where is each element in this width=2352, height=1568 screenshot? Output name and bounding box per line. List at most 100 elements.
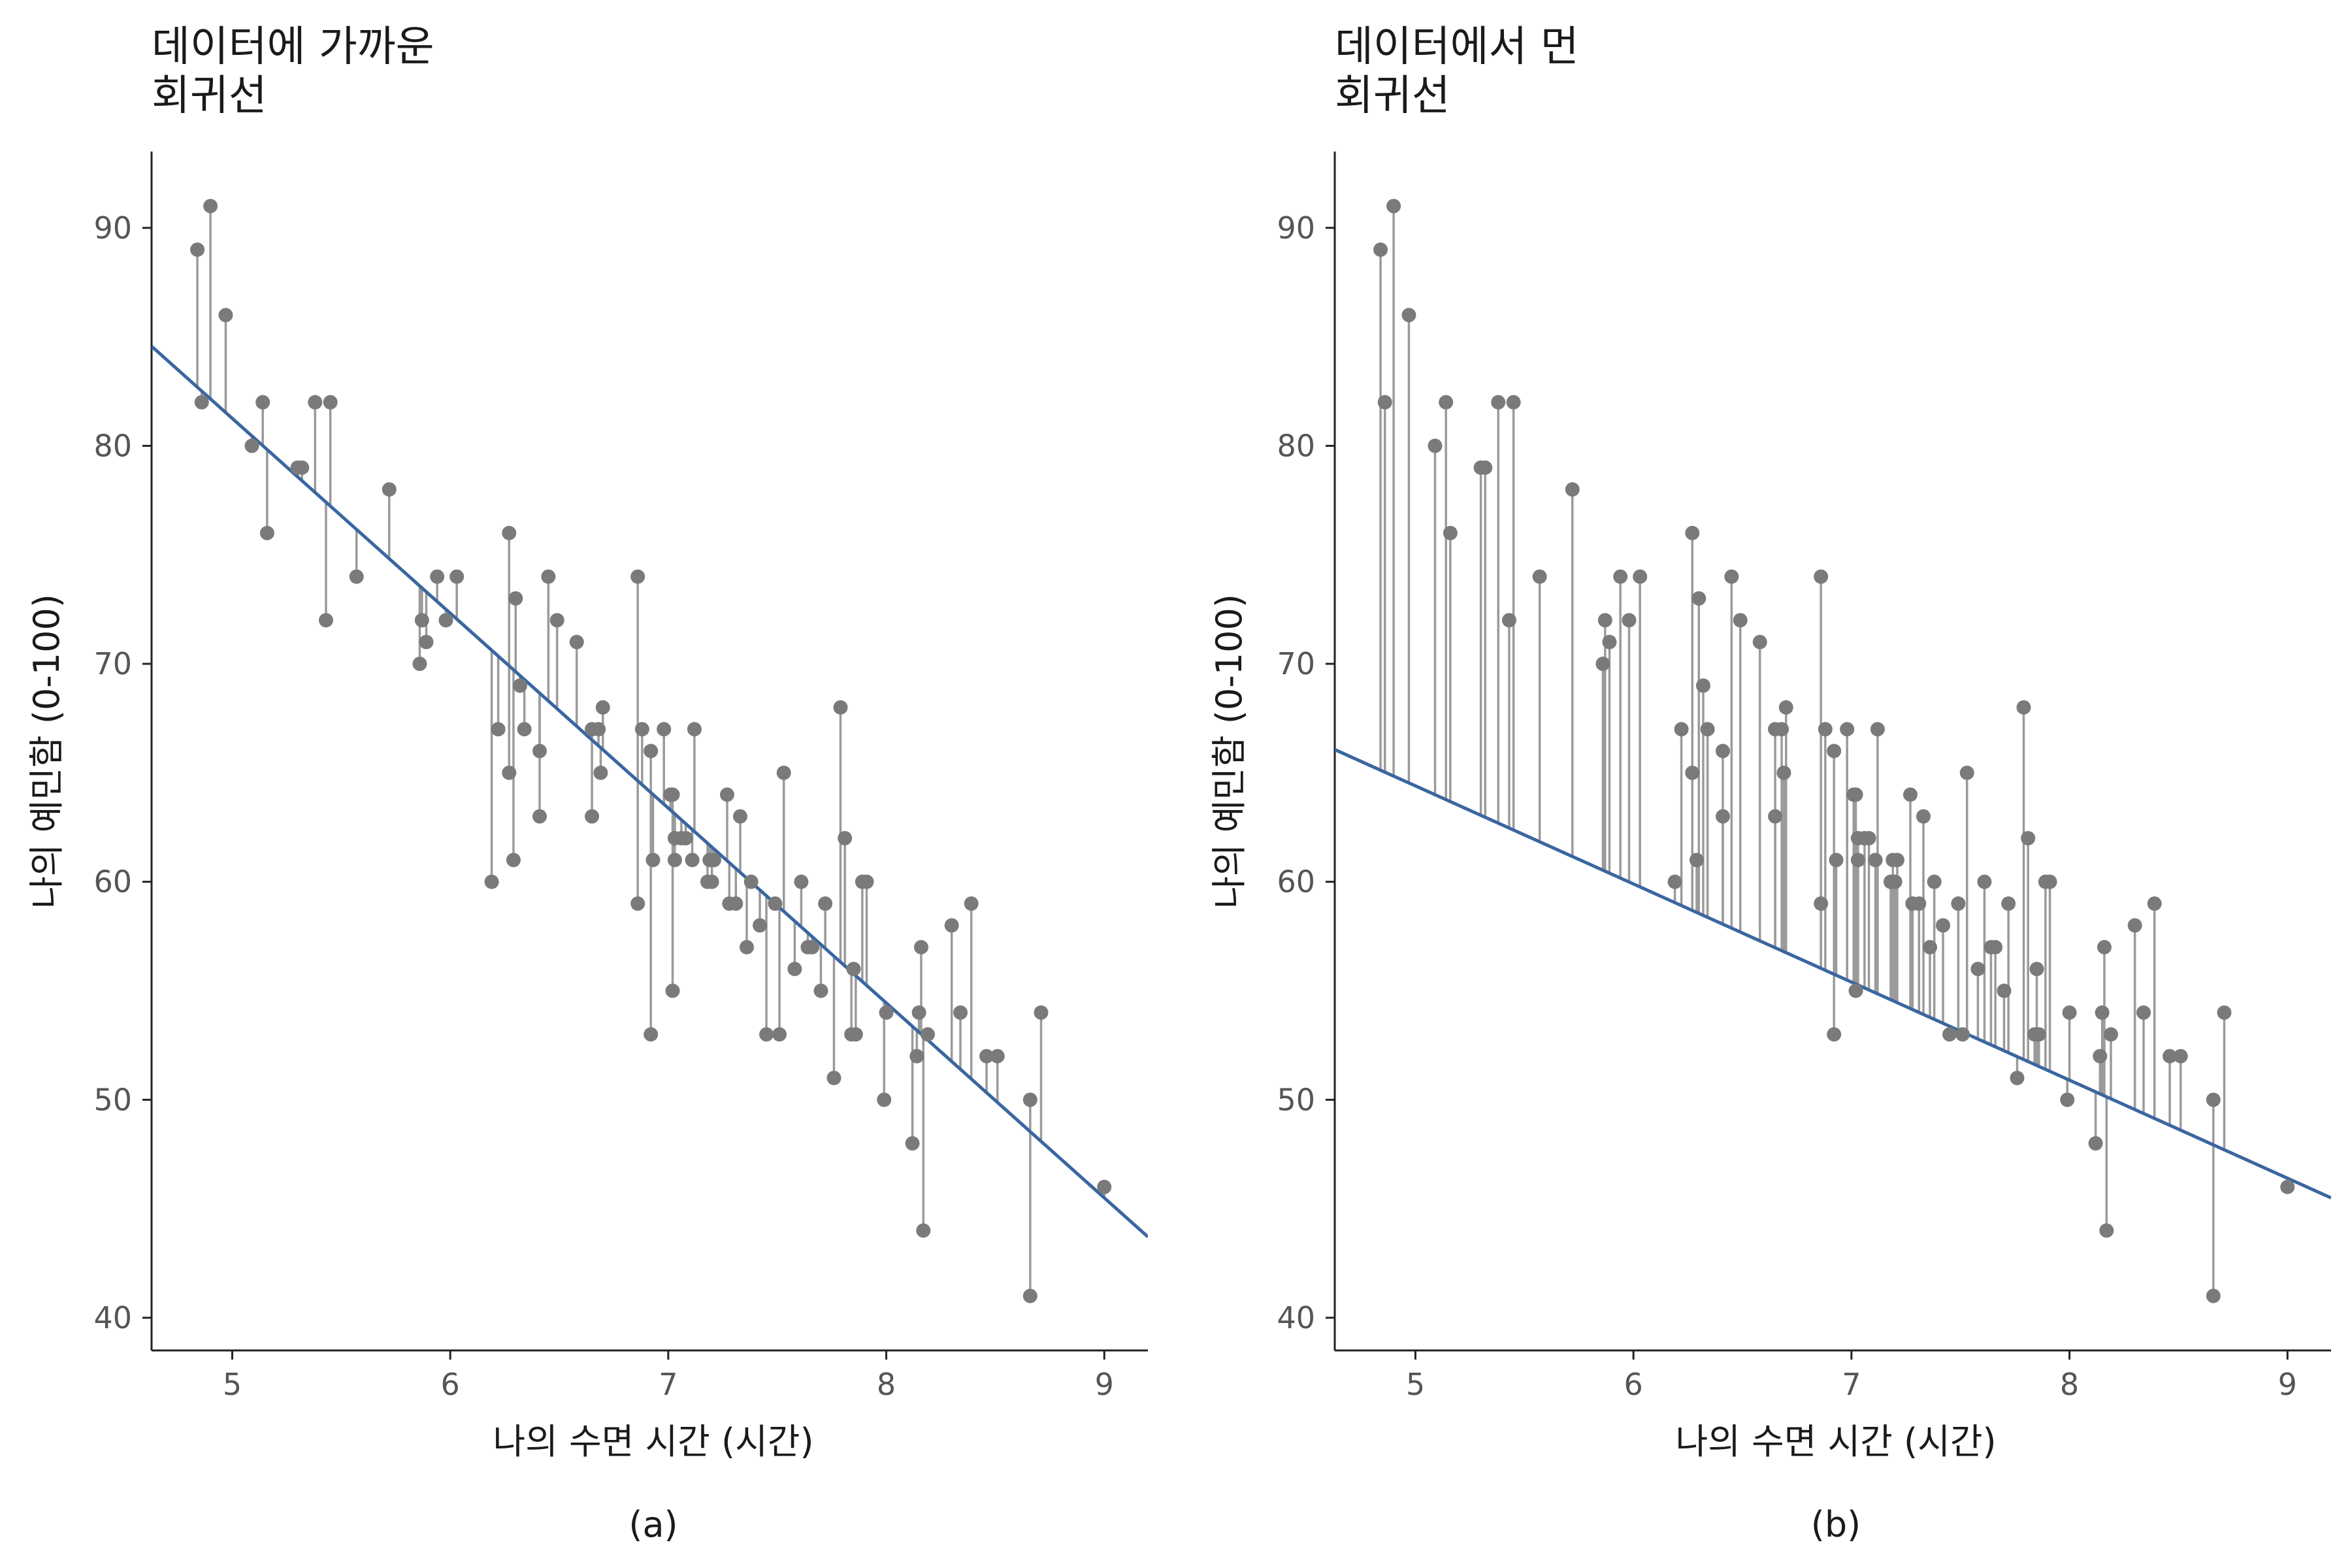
data-point <box>2206 1092 2221 1107</box>
data-point <box>920 1027 935 1042</box>
data-point <box>743 874 759 889</box>
y-tick-label: 90 <box>93 210 132 246</box>
data-point <box>905 1136 920 1151</box>
data-point <box>657 722 672 737</box>
y-tick-label: 60 <box>93 864 132 900</box>
data-point <box>323 395 338 410</box>
data-point <box>255 395 270 410</box>
data-point <box>2147 896 2162 911</box>
panel-caption-a: (a) <box>629 1504 678 1545</box>
data-point <box>913 939 928 955</box>
data-point <box>1870 722 1885 737</box>
data-point <box>1622 613 1637 628</box>
data-point <box>308 395 323 410</box>
chart-title-line-1: 데이터에 가까운 <box>152 23 434 71</box>
data-point <box>665 983 680 998</box>
data-point <box>909 1049 924 1064</box>
data-point <box>953 1005 968 1020</box>
data-point <box>678 830 693 845</box>
data-point <box>1439 395 1454 410</box>
data-point <box>805 939 820 955</box>
panel-a: 데이터에 가까운 회귀선 40 50 60 70 80 90 5 6 7 8 9 나의 수면 시간 … <box>26 23 1148 1545</box>
data-point <box>1942 1027 1957 1042</box>
data-point <box>218 308 233 323</box>
data-point <box>1022 1288 1037 1303</box>
plot-area-a: 40 50 60 70 80 90 5 6 7 8 9 <box>93 152 1148 1402</box>
data-point <box>244 438 259 453</box>
x-tick-label: 7 <box>1842 1367 1861 1402</box>
y-tick-label: 50 <box>1277 1082 1315 1117</box>
data-point <box>644 1027 659 1042</box>
data-point <box>1595 657 1610 672</box>
data-point <box>1889 853 1904 868</box>
data-point <box>759 1027 774 1042</box>
data-point <box>349 569 364 584</box>
data-point <box>382 482 397 497</box>
data-point <box>502 765 517 780</box>
data-point <box>630 569 645 584</box>
data-point <box>846 962 861 977</box>
data-point <box>449 569 465 584</box>
data-point <box>532 809 547 824</box>
data-point <box>728 896 743 911</box>
data-point <box>1700 722 1715 737</box>
data-point <box>1532 569 1547 584</box>
data-point <box>1685 525 1700 540</box>
data-point <box>1977 874 1992 889</box>
data-point <box>787 962 802 977</box>
data-point <box>1506 395 1521 410</box>
data-point <box>685 853 700 868</box>
data-point <box>1912 896 1927 911</box>
data-point <box>569 634 584 649</box>
data-point <box>1386 199 1401 214</box>
data-point <box>1887 874 1903 889</box>
data-point <box>491 722 506 737</box>
data-point <box>2097 939 2112 955</box>
y-tick-label: 60 <box>1277 864 1315 900</box>
data-point <box>2031 1027 2046 1042</box>
data-point <box>1868 853 1883 868</box>
data-point <box>508 591 523 606</box>
y-axis-title: 나의 예민함 (0-100) <box>26 594 67 909</box>
data-point <box>2136 1005 2151 1020</box>
x-tick-label: 6 <box>441 1367 460 1402</box>
data-point <box>190 242 205 257</box>
data-point <box>318 613 333 628</box>
y-tick-label: 90 <box>1277 210 1315 246</box>
data-point <box>194 395 209 410</box>
data-point <box>1988 939 2003 955</box>
data-point <box>419 634 434 649</box>
data-point <box>911 1005 926 1020</box>
data-point <box>833 700 848 715</box>
data-point <box>1970 962 1985 977</box>
x-tick-label: 6 <box>1624 1367 1643 1402</box>
data-point <box>1565 482 1580 497</box>
data-point <box>517 722 532 737</box>
y-tick-label: 80 <box>93 428 132 463</box>
data-point <box>2001 896 2016 911</box>
data-point <box>1443 525 1458 540</box>
y-tick-label: 40 <box>93 1300 132 1335</box>
x-tick-label: 9 <box>2278 1367 2297 1402</box>
data-point <box>1861 830 1876 845</box>
data-point <box>916 1223 931 1238</box>
data-point <box>1916 809 1931 824</box>
data-point <box>753 918 768 933</box>
data-point <box>203 199 218 214</box>
data-point <box>502 525 517 540</box>
data-point <box>2042 874 2057 889</box>
data-point <box>772 1027 787 1042</box>
data-point <box>1715 743 1730 759</box>
data-point <box>848 1027 863 1042</box>
regression-line <box>1335 748 2331 1200</box>
data-point <box>665 787 680 802</box>
x-tick-label: 9 <box>1095 1367 1114 1402</box>
data-point <box>414 613 429 628</box>
data-point <box>2088 1136 2103 1151</box>
x-axis-title: 나의 수면 시간 (시간) <box>1675 1421 1996 1462</box>
data-point <box>2217 1005 2232 1020</box>
data-point <box>732 809 747 824</box>
data-point <box>1401 308 1416 323</box>
data-point <box>634 722 649 737</box>
data-point <box>2029 962 2044 977</box>
